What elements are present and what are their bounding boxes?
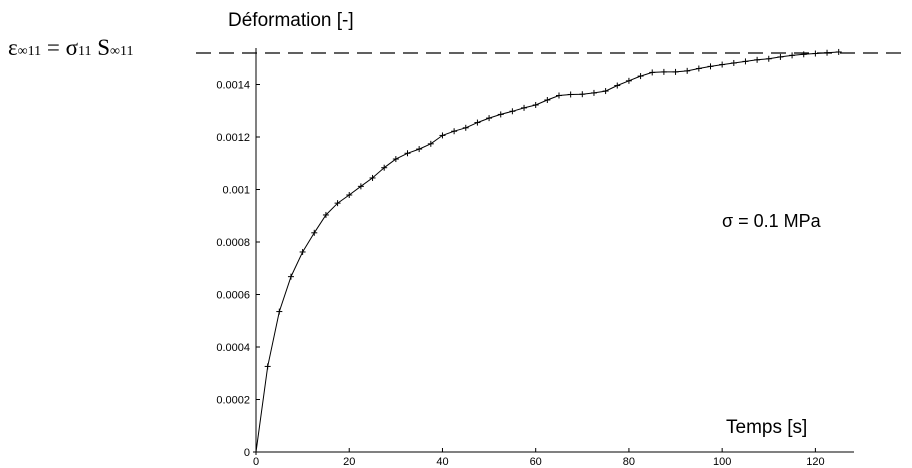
data-point [357,183,364,190]
x-tick-label: 120 [806,456,824,468]
formula-sigma-sub: 11 [78,44,91,59]
x-tick-label: 80 [623,456,635,468]
data-point [707,63,714,70]
data-point [311,229,318,236]
data-point [346,192,353,199]
data-point [276,308,283,315]
data-point [602,88,609,95]
data-point [742,58,749,65]
data-point [672,68,679,75]
data-point [812,50,819,57]
y-axis-label: Déformation [-] [228,10,354,31]
formula-s-sub: ∞11 [110,44,133,59]
data-point [521,104,528,111]
data-point [590,89,597,96]
data-point [532,101,539,108]
y-tick-label: 0.001 [222,185,250,197]
data-point [322,211,329,218]
data-point [439,132,446,139]
data-point [299,248,306,255]
ticks-group: 0 0.0002 0.0004 0.0006 0.0008 0.001 0.0012 0.00… [216,80,824,468]
data-point [800,51,807,58]
data-point [625,77,632,84]
data-point [369,174,376,181]
data-point [462,124,469,131]
data-point [824,49,831,56]
data-point [765,55,772,62]
axes [255,48,854,453]
y-tick-label: 0.0008 [216,237,250,249]
data-point [416,146,423,153]
data-point [777,53,784,60]
data-point [427,140,434,147]
data-point [334,200,341,207]
y-tick-label: 0.0012 [216,132,250,144]
data-point [835,48,842,55]
x-tick-label: 0 [253,456,259,468]
data-point [719,61,726,68]
data-point [695,65,702,72]
data-point [287,273,294,280]
formula-eps: ε [8,35,18,60]
x-tick-label: 40 [436,456,448,468]
x-tick-label: 60 [530,456,542,468]
data-point [730,59,737,66]
data-point [264,363,271,370]
data-point [649,69,656,76]
y-tick-label: 0.0004 [216,342,250,354]
asymptote-formula: ε∞11 = σ11 S∞11 [8,35,134,60]
x-tick-label: 100 [713,456,731,468]
data-point [660,68,667,75]
y-tick-label: 0 [244,447,250,459]
formula-s: S [92,35,111,60]
stress-annotation: σ = 0.1 MPa [722,211,822,231]
x-tick-label: 20 [343,456,355,468]
data-point [381,164,388,171]
data-point [474,119,481,126]
data-point [404,150,411,157]
y-tick-label: 0.0014 [216,80,250,92]
data-point [579,91,586,98]
data-point [684,67,691,74]
formula-eq: = σ [41,35,78,60]
data-point [789,52,796,59]
data-point [509,108,516,115]
series-line [255,51,839,453]
formula-eps-sub: ∞11 [18,44,41,59]
data-point [556,92,562,99]
series-group [253,48,842,455]
data-point [497,111,504,118]
data-point [392,156,399,163]
data-point [754,56,761,63]
data-point [637,73,644,80]
data-point [451,128,458,135]
data-point [486,115,493,122]
y-tick-label: 0.0002 [216,395,250,407]
data-point [567,91,574,98]
data-point [544,96,551,103]
data-point [614,82,621,89]
x-axis-label: Temps [s] [726,417,807,438]
y-tick-label: 0.0006 [216,290,250,302]
